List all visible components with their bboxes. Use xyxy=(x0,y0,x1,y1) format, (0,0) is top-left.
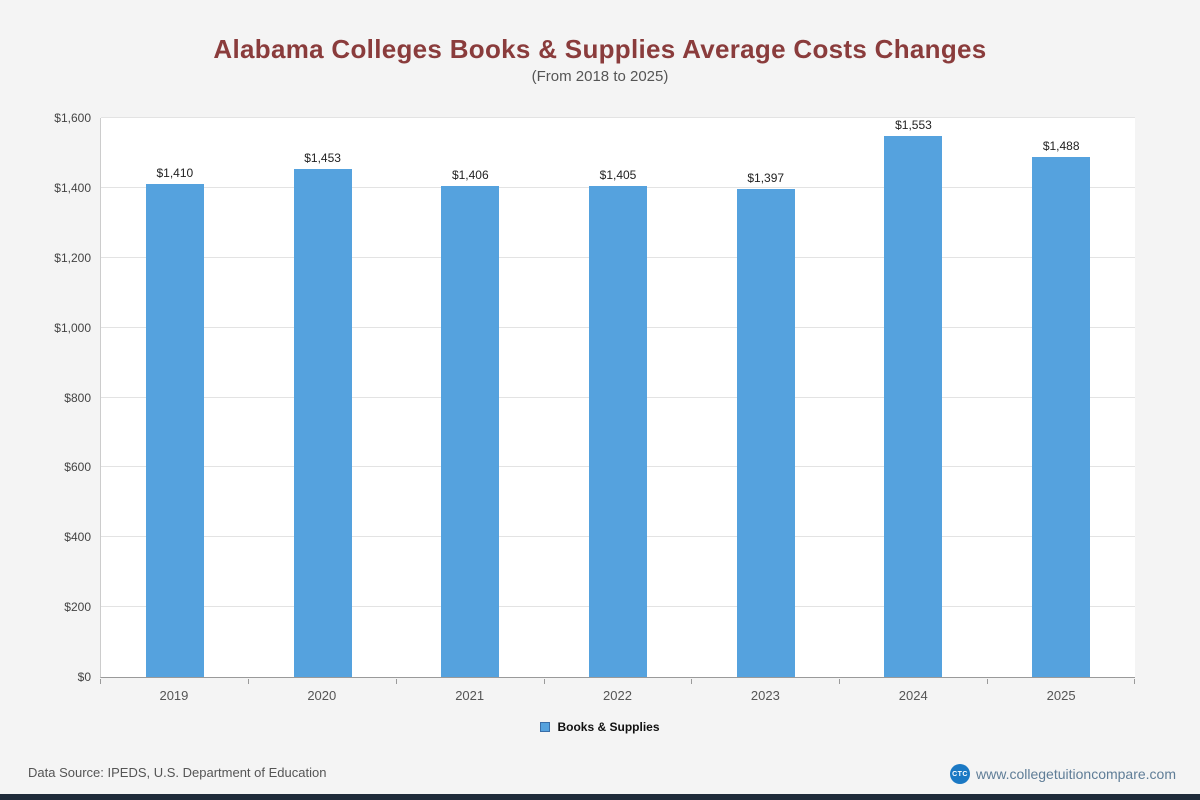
bar xyxy=(589,186,648,677)
x-tick-mark xyxy=(691,679,693,684)
y-tick-label: $1,200 xyxy=(54,250,91,265)
website-link[interactable]: CTC www.collegetuitioncompare.com xyxy=(950,764,1176,784)
bar-group: $1,397 xyxy=(692,118,840,677)
x-tick-mark xyxy=(100,679,101,684)
y-tick-label: $400 xyxy=(64,530,91,545)
bar-group: $1,410 xyxy=(101,118,249,677)
bar xyxy=(441,185,500,677)
bar-value-label: $1,406 xyxy=(451,167,489,182)
bar xyxy=(736,188,795,677)
bar xyxy=(1032,157,1091,677)
bar-value-label: $1,453 xyxy=(304,151,341,166)
y-tick-label: $200 xyxy=(64,600,91,615)
data-source-text: Data Source: IPEDS, U.S. Department of E… xyxy=(28,765,327,780)
x-axis-category-label: 2025 xyxy=(1046,688,1076,703)
bar-group: $1,405 xyxy=(544,118,692,677)
plot-area: $0 $200 $400 $600 $800 $1,000 $1,200 $1,400 $1,6… xyxy=(54,111,1135,684)
bar xyxy=(293,169,352,677)
y-tick-label: $1,400 xyxy=(54,180,91,195)
website-url[interactable]: www.collegetuitioncompare.com xyxy=(976,766,1176,782)
bar-group: $1,406 xyxy=(396,118,544,677)
bars-container: $1,410 $1,453 $1,406 $1,405 $1,397 $1,553 $1,4… xyxy=(101,118,1135,677)
ctc-logo-icon[interactable]: CTC xyxy=(950,764,971,784)
bar-value-label: $1,397 xyxy=(747,170,785,185)
bar-value-label: $1,405 xyxy=(599,168,637,183)
x-axis-category-label: 2020 xyxy=(307,688,337,703)
bar-value-label: $1,553 xyxy=(895,118,932,132)
bar-group: $1,453 xyxy=(249,118,397,677)
y-tick-label: $1,600 xyxy=(54,111,91,125)
bottom-strip xyxy=(0,794,1200,800)
x-tick-mark xyxy=(247,679,249,684)
bar-value-label: $1,488 xyxy=(1042,139,1080,154)
chart-title: Alabama Colleges Books & Supplies Averag… xyxy=(213,34,987,64)
x-tick-mark xyxy=(395,679,397,684)
x-tick-mark xyxy=(1134,679,1135,684)
bar-value-label: $1,410 xyxy=(156,166,194,181)
y-tick-label: $600 xyxy=(64,460,91,475)
x-tick-mark xyxy=(987,679,989,684)
gridline xyxy=(101,117,1135,118)
legend-marker-books-supplies xyxy=(540,722,551,732)
x-axis-ticks xyxy=(100,679,1135,684)
chart-subtitle: (From 2018 to 2025) xyxy=(531,68,669,85)
x-axis-category-label: 2022 xyxy=(603,688,632,703)
y-tick-label: $800 xyxy=(64,390,91,405)
y-tick-label: $1,000 xyxy=(54,320,91,335)
bar xyxy=(884,136,943,677)
bar-group: $1,553 xyxy=(840,118,988,677)
legend-label: Books & Supplies xyxy=(557,720,660,734)
x-axis-category-label: 2023 xyxy=(750,688,780,703)
x-axis-category-label: 2019 xyxy=(159,688,189,703)
x-tick-mark xyxy=(543,679,545,684)
x-tick-mark xyxy=(839,679,841,684)
y-tick-label: $0 xyxy=(77,670,91,684)
x-axis-labels: 2019 2020 2021 2022 2023 2024 2025 xyxy=(100,688,1135,703)
bar-group: $1,488 xyxy=(987,118,1135,677)
x-axis-category-label: 2021 xyxy=(455,688,485,703)
x-axis-category-label: 2024 xyxy=(898,688,928,703)
legend: Books & Supplies xyxy=(0,720,1200,734)
bar xyxy=(145,184,204,677)
